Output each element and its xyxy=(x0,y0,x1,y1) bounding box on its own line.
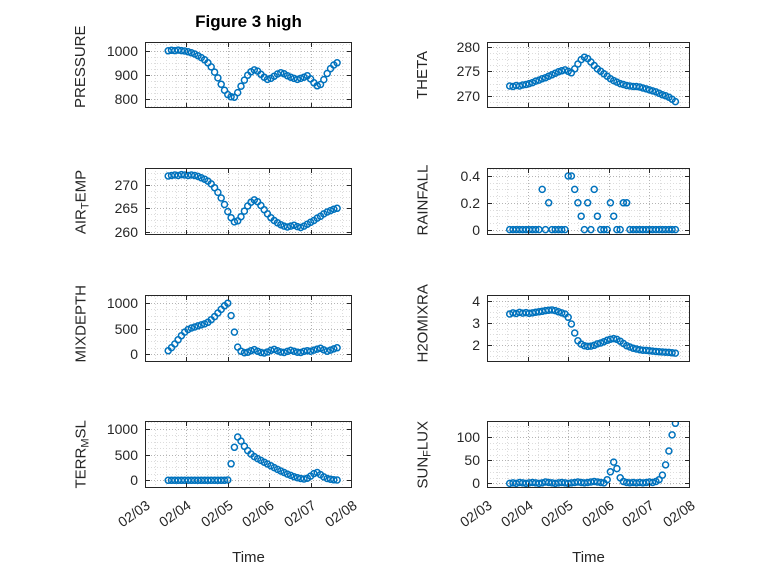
y-tick-label: 270 xyxy=(114,176,138,193)
y-axis-label-text: MIXDEPTH xyxy=(72,284,89,362)
y-tick-label: 0.4 xyxy=(460,168,480,185)
y-axis-label-text: THETA xyxy=(414,50,431,100)
y-axis-label-THETA: THETA xyxy=(413,42,433,108)
subplot-RAINFALL xyxy=(487,168,690,235)
axes-box xyxy=(487,421,690,488)
y-tick-label: 0 xyxy=(472,221,480,238)
y-axis-label-text: SUN xyxy=(414,456,431,488)
subplot-TERR_MSL xyxy=(145,421,352,488)
axes-box xyxy=(145,168,352,235)
y-axis-label-SUN_FLUX: SUNFLUX xyxy=(413,420,433,488)
scatter-markers xyxy=(164,299,341,357)
y-tick-label: 1000 xyxy=(106,294,138,311)
y-tick-label: 800 xyxy=(114,91,138,108)
y-tick-label: 260 xyxy=(114,223,138,240)
subplot-PRESSURE xyxy=(145,42,352,108)
y-tick-label: 0 xyxy=(472,475,480,492)
scatter-markers xyxy=(505,53,680,106)
y-axis-label-subscript: F xyxy=(421,449,433,457)
subplot-THETA xyxy=(487,42,690,108)
axes-box xyxy=(145,42,352,108)
scatter-markers xyxy=(164,46,341,101)
axes-box xyxy=(487,168,690,235)
y-axis-label-text: SL xyxy=(72,419,89,438)
subplot-SUN_FLUX xyxy=(487,421,690,488)
y-axis-label-text: PRESSURE xyxy=(72,25,89,108)
y-axis-label-text: LUX xyxy=(414,420,431,450)
y-tick-label: 2 xyxy=(472,337,480,354)
y-axis-label-text: RAINFALL xyxy=(414,164,431,235)
scatter-markers xyxy=(164,433,341,485)
axes-box xyxy=(145,421,352,488)
y-tick-label: 4 xyxy=(472,292,480,309)
subplot-AIR_TEMP xyxy=(145,168,352,235)
y-axis-label-text: TERR xyxy=(72,447,89,488)
y-axis-label-RAINFALL: RAINFALL xyxy=(413,164,433,235)
scatter-markers xyxy=(164,170,341,232)
y-tick-label: 500 xyxy=(114,320,138,337)
y-tick-label: 1000 xyxy=(106,42,138,59)
subplot-H2OMIXRA xyxy=(487,295,690,362)
scatter-markers xyxy=(505,421,680,488)
y-axis-label-MIXDEPTH: MIXDEPTH xyxy=(71,284,91,362)
y-axis-label-subscript: M xyxy=(79,437,91,448)
x-axis-label-left: Time xyxy=(232,549,265,566)
y-axis-label-text: AIR xyxy=(72,208,89,234)
y-axis-label-text: H2OMIXRA xyxy=(414,283,431,362)
y-tick-label: 275 xyxy=(456,63,480,80)
y-tick-label: 280 xyxy=(456,38,480,55)
y-tick-label: 100 xyxy=(456,429,480,446)
x-axis-label-right: Time xyxy=(572,549,605,566)
y-axis-label-TERR_MSL: TERRMSL xyxy=(71,419,91,488)
subplot-MIXDEPTH xyxy=(145,295,352,362)
y-tick-label: 270 xyxy=(456,87,480,104)
y-tick-label: 500 xyxy=(114,446,138,463)
y-tick-label: 3 xyxy=(472,314,480,331)
y-axis-label-PRESSURE: PRESSURE xyxy=(71,25,91,108)
figure-title: Figure 3 high xyxy=(195,12,302,31)
y-tick-label: 0 xyxy=(130,346,138,363)
y-axis-label-text: EMP xyxy=(72,169,89,202)
y-tick-label: 0 xyxy=(130,472,138,489)
y-axis-label-AIR_TEMP: AIRTEMP xyxy=(71,168,91,235)
axes-box xyxy=(487,295,690,362)
y-tick-label: 265 xyxy=(114,200,138,217)
scatter-markers xyxy=(505,306,680,357)
y-axis-label-H2OMIXRA: H2OMIXRA xyxy=(413,284,433,362)
y-tick-label: 900 xyxy=(114,67,138,83)
y-tick-label: 0.2 xyxy=(460,194,480,211)
axes-box xyxy=(145,295,352,362)
axes-box xyxy=(487,42,690,108)
y-axis-label-subscript: T xyxy=(79,201,91,209)
scatter-markers xyxy=(505,172,680,234)
y-tick-label: 50 xyxy=(464,452,480,469)
y-tick-label: 1000 xyxy=(106,420,138,437)
